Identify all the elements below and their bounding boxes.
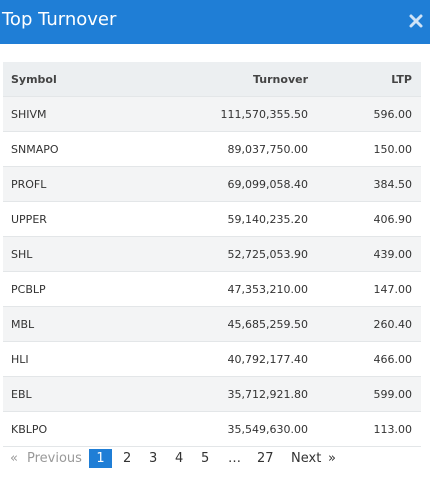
table-cell: 596.00 — [373, 108, 413, 121]
table-cell: MBL — [11, 318, 35, 331]
table-cell: 35,712,921.80 — [227, 388, 308, 401]
table: Symbol Turnover LTP SHIVM 111,570,355.50 5… — [3, 62, 421, 447]
table-cell: 111,570,355.50 — [220, 108, 308, 121]
table-cell: 69,099,058.40 — [227, 178, 308, 191]
table-cell: 466.00 — [373, 353, 413, 366]
table-cell: 150.00 — [373, 143, 413, 156]
column-header: Turnover — [253, 73, 308, 86]
table-cell: SNMAPO — [11, 143, 59, 156]
table-cell: PROFL — [11, 178, 47, 191]
page-link[interactable]: 4 — [175, 451, 184, 466]
table-cell: 45,685,259.50 — [227, 318, 308, 331]
table-row: SHL 52,725,053.90 439.00 — [3, 237, 421, 272]
column-header: LTP — [391, 73, 412, 86]
table-row: HLI 40,792,177.40 466.00 — [3, 342, 421, 377]
close-button[interactable] — [408, 13, 424, 29]
table-cell: HLI — [11, 353, 29, 366]
table-cell: 113.00 — [373, 423, 413, 436]
table-row: SHIVM 111,570,355.50 596.00 — [3, 97, 421, 132]
table-row: UPPER 59,140,235.20 406.90 — [3, 202, 421, 237]
page-link[interactable]: 5 — [201, 451, 210, 466]
page-link[interactable]: 2 — [123, 451, 132, 466]
table-cell: 47,353,210.00 — [227, 283, 308, 296]
table-cell: EBL — [11, 388, 32, 401]
page-active[interactable]: 1 — [89, 449, 112, 468]
table-header: Symbol Turnover LTP — [3, 62, 421, 97]
page-link: « — [10, 451, 18, 466]
table-cell: 147.00 — [373, 283, 413, 296]
table-cell: 260.40 — [373, 318, 413, 331]
table-row: EBL 35,712,921.80 599.00 — [3, 377, 421, 412]
table-cell: UPPER — [11, 213, 47, 226]
page-link: Previous — [27, 451, 82, 466]
table-cell: 439.00 — [373, 248, 413, 261]
table-cell: 52,725,053.90 — [227, 248, 308, 261]
page-link[interactable]: 3 — [149, 451, 158, 466]
page-link[interactable]: Next — [291, 451, 322, 466]
table-cell: 384.50 — [373, 178, 413, 191]
column-header: Symbol — [11, 73, 57, 86]
table-cell: 599.00 — [373, 388, 413, 401]
table-row: KBLPO 35,549,630.00 113.00 — [3, 412, 421, 447]
table-cell: 406.90 — [373, 213, 413, 226]
table-cell: SHL — [11, 248, 33, 261]
table-cell: 59,140,235.20 — [227, 213, 308, 226]
table-cell: 40,792,177.40 — [227, 353, 308, 366]
table-row: SNMAPO 89,037,750.00 150.00 — [3, 132, 421, 167]
header: Top Turnover — [0, 0, 430, 44]
table-row: PCBLP 47,353,210.00 147.00 — [3, 272, 421, 307]
table-cell: SHIVM — [11, 108, 47, 121]
page-link[interactable]: 27 — [257, 451, 274, 466]
header-title: Top Turnover — [2, 9, 117, 30]
table-cell: KBLPO — [11, 423, 48, 436]
table-row: PROFL 69,099,058.40 384.50 — [3, 167, 421, 202]
table-row: MBL 45,685,259.50 260.40 — [3, 307, 421, 342]
page-link[interactable]: » — [328, 451, 336, 466]
table-cell: 89,037,750.00 — [227, 143, 308, 156]
pagination: « Previous 1 2 3 4 5 … 27 Next » — [0, 449, 430, 469]
page-link: … — [228, 451, 241, 466]
table-cell: 35,549,630.00 — [227, 423, 308, 436]
table-cell: PCBLP — [11, 283, 46, 296]
